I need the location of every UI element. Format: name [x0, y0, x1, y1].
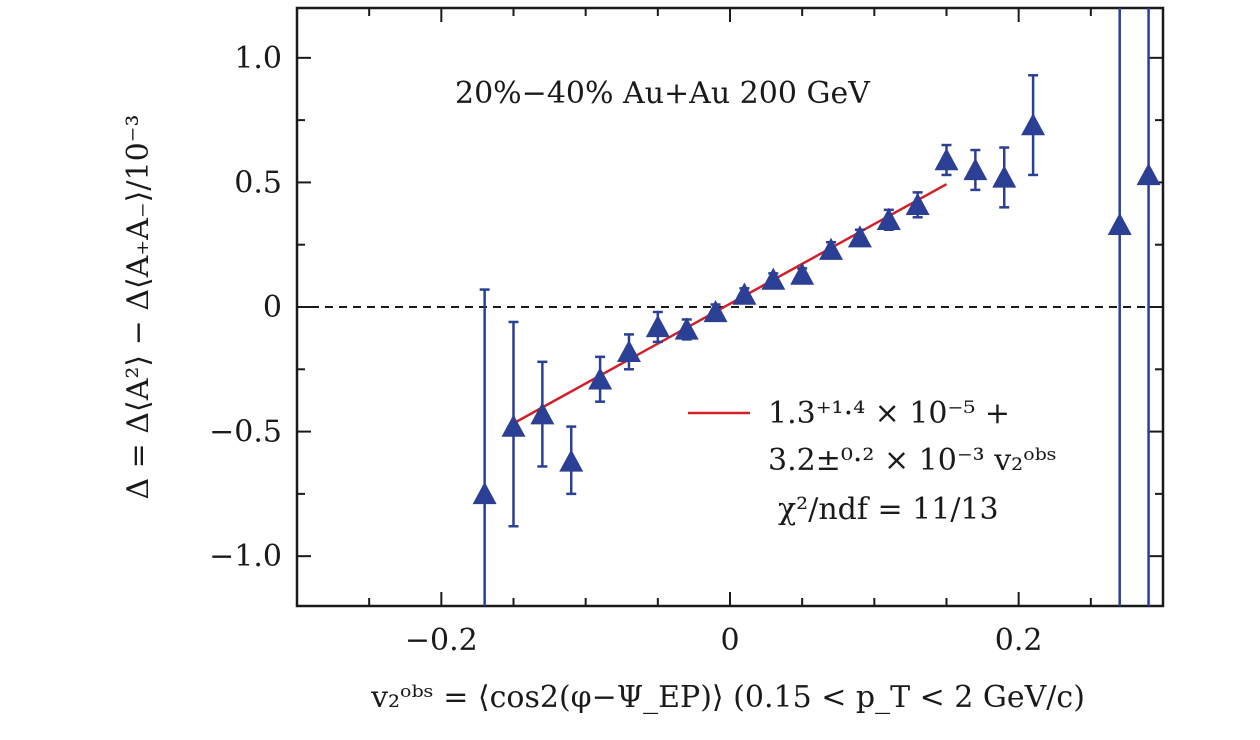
data-point-triangle: [1107, 212, 1132, 235]
data-point-triangle: [530, 402, 555, 425]
y-tick-label: 1.0: [234, 41, 282, 76]
data-point-triangle: [674, 317, 699, 340]
legend-line-3: χ²/ndf = 11/13: [778, 492, 999, 527]
data-markers: [472, 113, 1161, 505]
data-point-triangle: [1021, 113, 1046, 136]
x-axis-label: v₂ᵒᵇˢ = ⟨cos2(φ−Ψ_EP)⟩ (0.15 < p_T < 2 G…: [370, 680, 1085, 715]
y-tick-label: −1.0: [209, 539, 282, 574]
data-point-triangle: [472, 481, 497, 505]
x-axis-ticks: −0.2 0 0.2: [296, 8, 1164, 658]
data-point-triangle: [732, 282, 757, 305]
x-tick-label: −0.2: [405, 623, 478, 658]
y-axis-ticks: −1.0 −0.5 0 0.5 1.0: [209, 41, 1163, 574]
chart-annotation: 20%−40% Au+Au 200 GeV: [455, 76, 871, 111]
data-point-triangle: [588, 367, 613, 390]
data-point-triangle: [819, 237, 844, 260]
x-tick-label: 0: [720, 623, 739, 658]
data-point-triangle: [1136, 162, 1161, 186]
y-tick-label: 0.5: [234, 165, 282, 200]
y-tick-label: 0: [263, 290, 282, 325]
data-point-triangle: [992, 165, 1017, 188]
data-point-triangle: [761, 267, 786, 290]
fit-line: [512, 183, 948, 425]
data-point-triangle: [501, 414, 526, 437]
data-point-triangle: [847, 225, 872, 248]
y-tick-label: −0.5: [209, 415, 282, 450]
data-point-triangle: [963, 157, 988, 181]
x-tick-label: 0.2: [995, 623, 1043, 658]
data-point-triangle: [790, 262, 815, 285]
y-axis-label: Δ = Δ⟨A²⟩ − Δ⟨A₊A₋⟩/10⁻³: [121, 114, 156, 499]
data-point-triangle: [934, 147, 959, 171]
legend-line-1: 1.3⁺¹·⁴ × 10⁻⁵ +: [768, 396, 1010, 431]
data-point-triangle: [905, 192, 930, 216]
data-point-triangle: [645, 314, 670, 338]
data-point-triangle: [876, 207, 901, 230]
data-point-triangle: [559, 449, 584, 472]
data-point-triangle: [703, 299, 728, 323]
legend-line-2: 3.2±⁰·² × 10⁻³ v₂ᵒᵇˢ: [768, 443, 1057, 478]
legend: 1.3⁺¹·⁴ × 10⁻⁵ + 3.2±⁰·² × 10⁻³ v₂ᵒᵇˢ χ²…: [688, 396, 1057, 527]
data-point-triangle: [616, 339, 641, 363]
